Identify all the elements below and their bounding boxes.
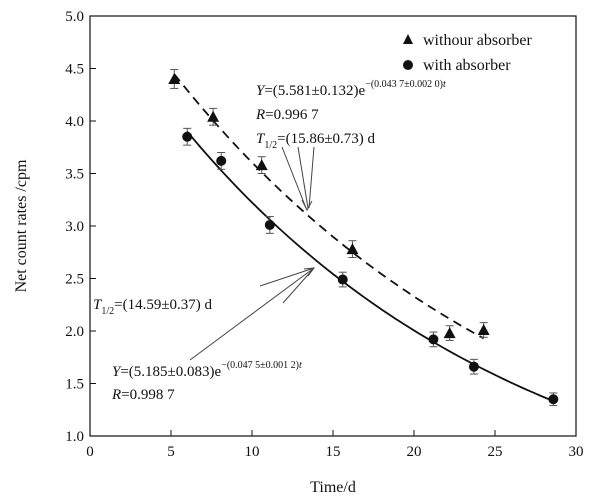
data-point-circle — [548, 394, 559, 405]
legend-circle-marker — [403, 60, 413, 70]
fit-halflife-without-absorber: T1/2=(15.86±0.73) d — [256, 131, 376, 151]
fit-annotation-without-absorber: Y=(5.581±0.132)e−(0.043 7±0.002 0)t R=0.… — [255, 79, 446, 212]
fit-annotation-with-absorber: T1/2=(14.59±0.37) d Y=(5.185±0.083)e−(0.… — [93, 267, 316, 403]
data-point-circle — [428, 334, 439, 345]
data-point-triangle — [443, 327, 456, 339]
y-tick-label: 2.0 — [65, 324, 84, 340]
x-tick-label: 15 — [326, 444, 341, 460]
arrowhead — [301, 199, 313, 212]
annotation-arrow — [189, 267, 315, 361]
y-axis-title: Net count rates /cpm — [13, 159, 30, 292]
fit-curve-with-absorber — [186, 131, 554, 402]
legend-triangle-marker — [403, 34, 413, 44]
x-tick-label: 10 — [245, 444, 260, 460]
y-tick-label: 1.5 — [65, 377, 84, 393]
legend: withour absorber with absorber — [403, 32, 533, 74]
fit-curve-without-absorber — [173, 73, 485, 340]
y-tick-label: 4.0 — [65, 114, 84, 130]
data-point-triangle — [477, 323, 490, 335]
x-tick-label: 30 — [569, 444, 584, 460]
data-point-triangle — [168, 73, 181, 84]
legend-label-with-absorber: with absorber — [423, 57, 511, 74]
x-tick-label: 0 — [86, 444, 94, 460]
data-point-triangle — [346, 243, 359, 255]
data-point-circle — [216, 155, 227, 166]
data-point-triangle — [255, 159, 268, 171]
data-point-triangle — [207, 110, 220, 122]
data-point-circle — [337, 274, 348, 285]
y-tick-label: 3.0 — [65, 219, 84, 235]
y-tick-label: 3.5 — [65, 167, 84, 183]
x-axis-title: Time/d — [310, 479, 356, 496]
annotation-arrow — [259, 267, 315, 287]
x-tick-label: 25 — [488, 444, 503, 460]
arrowhead — [303, 267, 316, 277]
fit-r-without-absorber: R=0.996 7 — [255, 107, 319, 123]
y-tick-label: 1.0 — [65, 429, 84, 445]
annotation-arrow — [308, 146, 315, 209]
x-tick-label: 5 — [167, 444, 175, 460]
annotation-arrow — [282, 267, 315, 304]
y-tick-label: 5.0 — [65, 9, 84, 25]
fit-equation-without-absorber: Y=(5.581±0.132)e−(0.043 7±0.002 0)t — [256, 79, 446, 99]
data-point-circle — [264, 219, 275, 230]
x-tick-label: 20 — [407, 444, 422, 460]
annotation-arrow — [281, 146, 307, 209]
legend-label-without-absorber: withour absorber — [423, 32, 533, 49]
y-tick-label: 2.5 — [65, 272, 84, 288]
annotation-arrow — [297, 146, 309, 209]
y-tick-label: 4.5 — [65, 62, 84, 78]
fit-r-with-absorber: R=0.998 7 — [111, 387, 175, 403]
data-point-circle — [182, 131, 193, 142]
fit-equation-with-absorber: Y=(5.185±0.083)e−(0.047 5±0.001 2)t — [112, 360, 302, 380]
data-point-circle — [468, 361, 479, 372]
fit-halflife-with-absorber: T1/2=(14.59±0.37) d — [93, 297, 213, 317]
